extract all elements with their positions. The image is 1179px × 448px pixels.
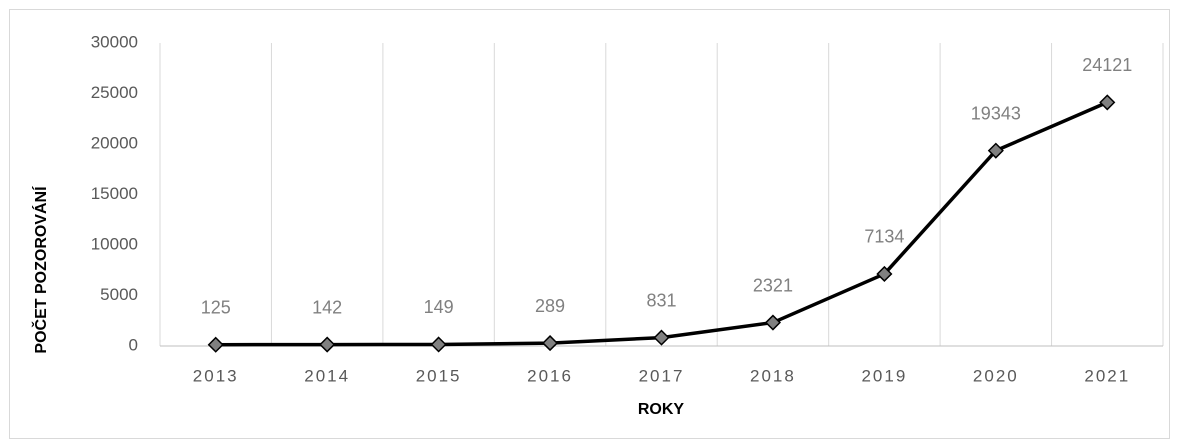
data-label: 24121 bbox=[1082, 55, 1132, 75]
y-tick-label: 10000 bbox=[91, 234, 138, 253]
marker bbox=[653, 329, 670, 346]
x-tick-label: 2013 bbox=[193, 366, 239, 385]
y-tick-label: 25000 bbox=[91, 83, 138, 102]
x-tick-label: 2019 bbox=[861, 366, 907, 385]
x-tick-label: 2016 bbox=[527, 366, 573, 385]
y-axis-label: POČET POZOROVÁNÍ bbox=[31, 186, 50, 354]
data-label: 142 bbox=[312, 297, 342, 317]
y-tick-label: 5000 bbox=[100, 285, 138, 304]
data-label: 2321 bbox=[753, 275, 793, 295]
marker bbox=[207, 336, 224, 353]
x-tick-label: 2021 bbox=[1084, 366, 1130, 385]
marker bbox=[764, 314, 782, 331]
marker bbox=[319, 336, 336, 353]
data-label: 19343 bbox=[971, 103, 1021, 123]
x-tick-label: 2015 bbox=[416, 366, 462, 385]
marker bbox=[1099, 94, 1116, 111]
x-tick-label: 2020 bbox=[973, 366, 1019, 385]
x-axis-label: ROKY bbox=[638, 401, 685, 418]
data-label: 149 bbox=[424, 297, 454, 317]
data-label: 125 bbox=[201, 297, 231, 317]
data-label: 831 bbox=[646, 290, 676, 310]
data-label: 289 bbox=[535, 296, 565, 316]
y-tick-label: 0 bbox=[129, 335, 138, 354]
x-tick-label: 2018 bbox=[750, 366, 796, 385]
data-label: 7134 bbox=[864, 227, 904, 247]
y-tick-label: 30000 bbox=[91, 32, 138, 51]
marker bbox=[876, 265, 893, 283]
x-tick-label: 2014 bbox=[304, 366, 350, 385]
chart-border bbox=[9, 9, 1170, 439]
marker bbox=[541, 335, 559, 352]
marker bbox=[430, 336, 447, 353]
y-tick-label: 15000 bbox=[91, 184, 138, 203]
y-tick-label: 20000 bbox=[91, 133, 138, 152]
marker bbox=[987, 142, 1004, 159]
x-tick-label: 2017 bbox=[639, 366, 685, 385]
